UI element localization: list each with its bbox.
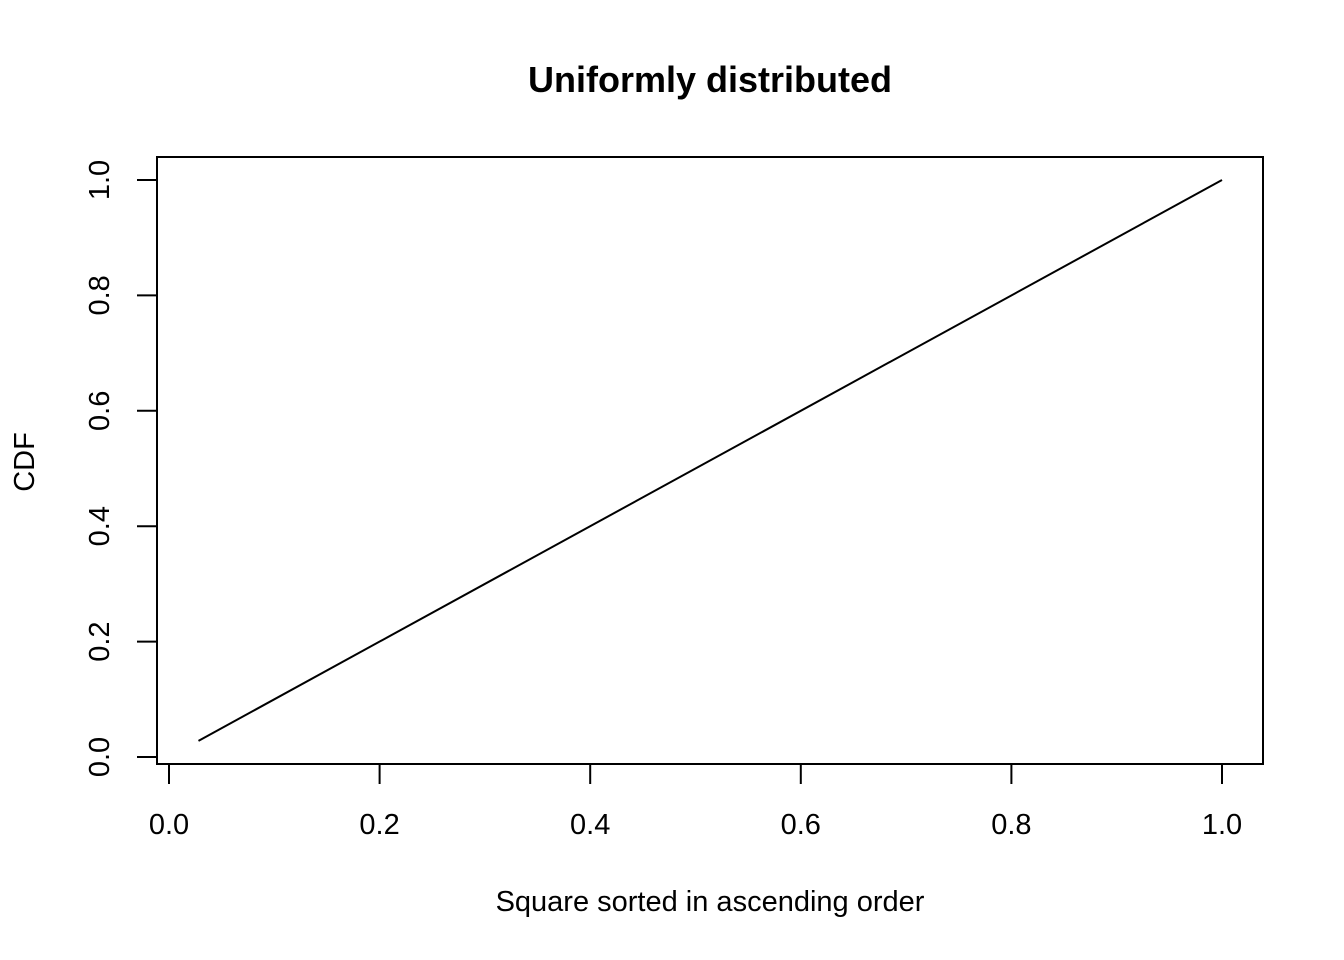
y-tick-label: 0.6: [84, 391, 116, 431]
y-tick-label: 0.8: [84, 275, 116, 315]
y-tick-label: 1.0: [84, 160, 116, 200]
x-tick-label: 0.0: [149, 809, 189, 841]
x-axis-label: Square sorted in ascending order: [496, 886, 925, 918]
y-tick-label: 0.0: [84, 737, 116, 777]
cdf-line: [198, 179, 1223, 742]
x-tick-label: 0.6: [781, 809, 821, 841]
x-axis: 0.0 0.2 0.4 0.6 0.8 1.0: [149, 763, 1242, 841]
series-layer: [198, 179, 1223, 742]
y-tick-label: 0.4: [84, 506, 116, 546]
x-tick-label: 0.2: [359, 809, 399, 841]
y-axis-label: CDF: [9, 432, 41, 492]
x-tick-label: 0.4: [570, 809, 610, 841]
x-tick-label: 1.0: [1202, 809, 1242, 841]
chart-title: Uniformly distributed: [528, 59, 892, 100]
x-tick-label: 0.8: [991, 809, 1031, 841]
y-tick-label: 0.2: [84, 621, 116, 661]
y-axis: 0.0 0.2 0.4 0.6 0.8 1.0: [84, 160, 158, 777]
